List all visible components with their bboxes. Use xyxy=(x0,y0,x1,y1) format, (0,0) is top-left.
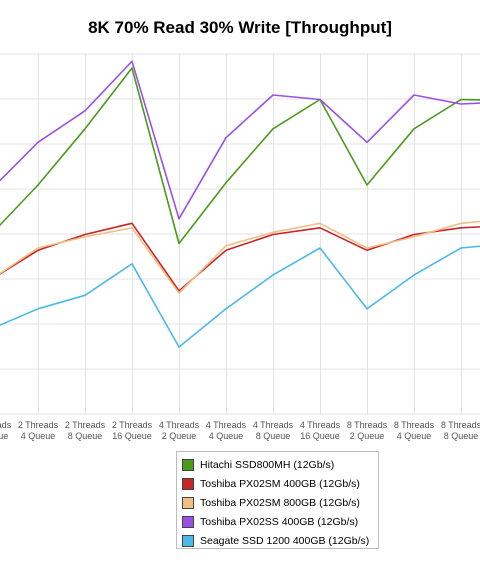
x-tick-label: 2 Queue xyxy=(0,431,8,441)
legend: Hitachi SSD800MH (12Gb/s) Toshiba PX02SM … xyxy=(176,451,379,549)
legend-swatch xyxy=(182,496,194,509)
legend-swatch xyxy=(182,477,194,490)
x-tick-label: 2 Queue xyxy=(350,431,385,441)
legend-swatch xyxy=(182,458,194,471)
series-line-2 xyxy=(0,222,480,292)
legend-swatch xyxy=(182,515,194,528)
chart-title: 8K 70% Read 30% Write [Throughput] xyxy=(88,18,392,37)
legend-swatch xyxy=(182,534,194,547)
series-line-1 xyxy=(0,67,480,245)
x-tick-label: 16 Queue xyxy=(112,431,152,441)
series-line-4 xyxy=(0,60,480,220)
x-tick-label: 2 Threads xyxy=(18,420,59,430)
x-tick-label: 4 Threads xyxy=(206,420,247,430)
x-tick-label: 4 Threads xyxy=(253,420,294,430)
x-tick-label: 16 Queue xyxy=(300,431,340,441)
gridlines xyxy=(0,53,480,415)
x-tick-label: 2 Threads xyxy=(0,420,12,430)
x-tick-label: 4 Queue xyxy=(21,431,56,441)
x-tick-label: 8 Threads xyxy=(347,420,388,430)
x-tick-label: 8 Queue xyxy=(68,431,103,441)
x-tick-label: 4 Threads xyxy=(300,420,341,430)
series-lines xyxy=(0,60,480,348)
x-tick-label: 2 Threads xyxy=(112,420,153,430)
legend-item: Toshiba PX02SM 800GB (12Gb/s) xyxy=(182,493,378,512)
series-line-5 xyxy=(0,245,480,348)
legend-label: Toshiba PX02SM 400GB (12Gb/s) xyxy=(200,477,360,490)
legend-label: Seagate SSD 1200 400GB (12Gb/s) xyxy=(200,534,370,547)
x-tick-label: 8 Threads xyxy=(441,420,480,430)
series-line-3 xyxy=(0,220,480,294)
x-tick-label: 2 Queue xyxy=(162,431,197,441)
legend-item: Toshiba PX02SS 400GB (12Gb/s) xyxy=(182,512,378,531)
legend-item: Hitachi SSD800MH (12Gb/s) xyxy=(182,455,378,474)
x-tick-label: 4 Queue xyxy=(397,431,432,441)
legend-label: Toshiba PX02SS 400GB (12Gb/s) xyxy=(200,515,359,528)
legend-item: Toshiba PX02SM 400GB (12Gb/s) xyxy=(182,474,378,493)
legend-label: Toshiba PX02SM 800GB (12Gb/s) xyxy=(200,496,360,509)
x-tick-label: 8 Queue xyxy=(256,431,291,441)
x-tick-label: 4 Threads xyxy=(159,420,200,430)
x-tick-label: 8 Threads xyxy=(394,420,435,430)
legend-label: Hitachi SSD800MH (12Gb/s) xyxy=(200,458,335,471)
legend-item: Seagate SSD 1200 400GB (12Gb/s) xyxy=(182,531,378,550)
x-tick-label: 8 Queue xyxy=(444,431,479,441)
x-tick-label: 4 Queue xyxy=(209,431,244,441)
x-tick-label: 2 Threads xyxy=(65,420,106,430)
